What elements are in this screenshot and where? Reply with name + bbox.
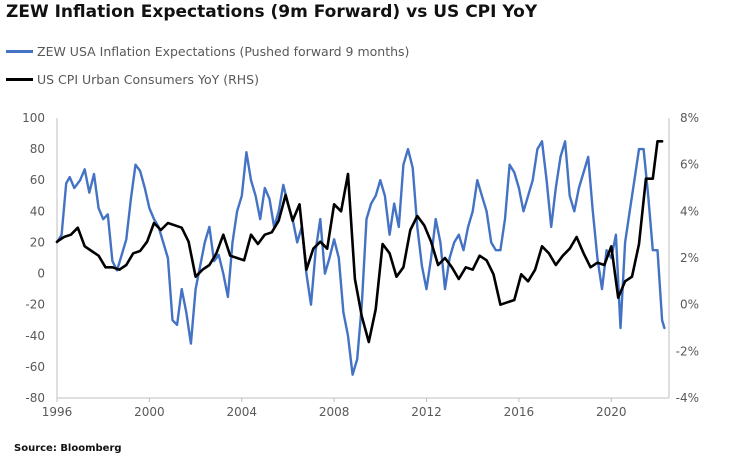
x-axis-tick-label: 2020 — [596, 405, 627, 419]
series-line-zew — [55, 140, 666, 376]
legend-item-cpi: US CPI Urban Consumers YoY (RHS) — [6, 71, 259, 87]
left-axis-tick-label: -60 — [25, 360, 45, 374]
legend-item-zew: ZEW USA Inflation Expectations (Pushed f… — [6, 43, 409, 59]
right-axis-tick-label: 8% — [680, 111, 699, 125]
left-axis-tick-label: 60 — [30, 173, 45, 187]
left-axis-tick-label: -40 — [25, 329, 45, 343]
x-axis-tick-label: 2012 — [411, 405, 442, 419]
right-axis-tick-label: 6% — [680, 158, 699, 172]
left-axis-tick-label: 40 — [30, 204, 45, 218]
left-axis-tick-label: 0 — [37, 267, 45, 281]
axes-layer: 100 80 60 40 20 0 -20 -40 -60 -80 8% 6% 4% 2% 0% -2% -4%… — [22, 111, 699, 419]
legend-swatch-zew — [6, 49, 33, 53]
right-axis-tick-label: -2% — [676, 344, 699, 358]
x-axis-tick-label: 2004 — [226, 405, 257, 419]
legend-label-cpi: US CPI Urban Consumers YoY (RHS) — [37, 71, 259, 87]
right-axis-tick-label: 2% — [680, 251, 699, 265]
left-axis-tick-label: -20 — [25, 298, 45, 312]
series-line-cpi — [55, 140, 664, 344]
left-axis-tick-label: 100 — [22, 111, 45, 125]
left-axis-tick-label: 80 — [30, 142, 45, 156]
series-layer — [55, 140, 666, 376]
right-axis-tick-label: 4% — [680, 204, 699, 218]
legend-label-zew: ZEW USA Inflation Expectations (Pushed f… — [37, 43, 410, 59]
x-axis-tick-label: 2000 — [134, 405, 165, 419]
chart-title: ZEW Inflation Expectations (9m Forward) … — [6, 2, 538, 22]
source-note: Source: Bloomberg — [14, 443, 122, 454]
x-axis-tick-label: 2016 — [504, 405, 535, 419]
right-axis-tick-label: 0% — [680, 298, 699, 312]
right-axis-tick-label: -4% — [676, 391, 699, 405]
x-axis-tick-label: 1996 — [42, 405, 73, 419]
left-axis-tick-label: 20 — [30, 235, 45, 249]
legend-swatch-cpi — [6, 77, 33, 81]
x-axis-tick-label: 2008 — [319, 405, 350, 419]
left-axis-tick-label: -80 — [25, 391, 45, 405]
